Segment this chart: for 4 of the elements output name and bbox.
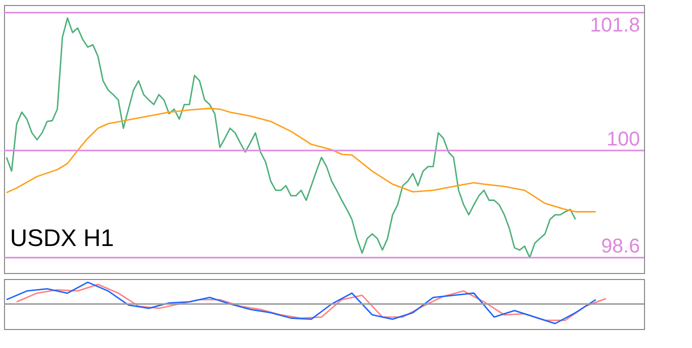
ref-line-label: 98.6 bbox=[601, 236, 640, 258]
ref-line-label: 100 bbox=[606, 128, 640, 150]
ref-line-label: 101.8 bbox=[590, 14, 640, 37]
annotation: USDX H1 bbox=[10, 225, 114, 252]
